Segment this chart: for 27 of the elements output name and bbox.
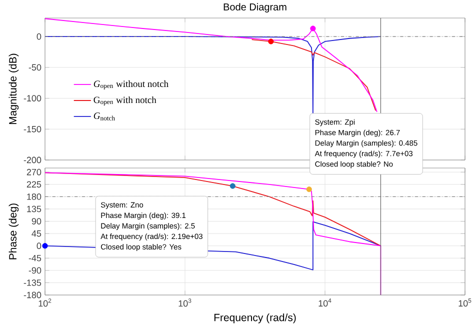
legend-label: G$_{open}$ with notch [94,96,156,106]
y-tick-label: -100 [24,95,42,102]
x-tick-label: 10$^{4}$ [318,298,332,307]
y-axis-title: Phase (deg) [8,204,19,260]
y-tick-label: 0 [36,33,42,40]
y-tick-label: 90 [32,218,42,224]
x-axis-title: Frequency (rad/s) [214,314,296,324]
chart-title: Bode Diagram [224,3,286,12]
y-tick-label: 225 [26,181,42,188]
y-tick-label: 270 [26,168,42,176]
y-tick-label: -150 [24,126,42,132]
y-tick-label: -200 [24,156,42,164]
x-tick-label: 10$^{5}$ [458,298,472,307]
y-axis-title: Magnitude (dB) [8,54,19,124]
y-tick-label: -50 [28,64,42,71]
y-tick-label: -90 [28,267,42,274]
legend-label: G$_{open}$ without notch [94,80,168,90]
y-tick-label: 0 [36,242,42,250]
y-tick-label: 135 [27,206,42,212]
y-tick-label: -45 [28,254,42,262]
y-tick-label: 45 [32,230,42,237]
y-tick-label: -180 [24,292,42,298]
x-tick-label: 10$^{3}$ [178,298,192,307]
x-tick-label: 10$^{2}$ [38,298,52,307]
y-tick-label: 180 [27,193,42,200]
legend-label: G$_{notch}$ [94,112,115,120]
y-tick-label: -135 [24,280,42,286]
